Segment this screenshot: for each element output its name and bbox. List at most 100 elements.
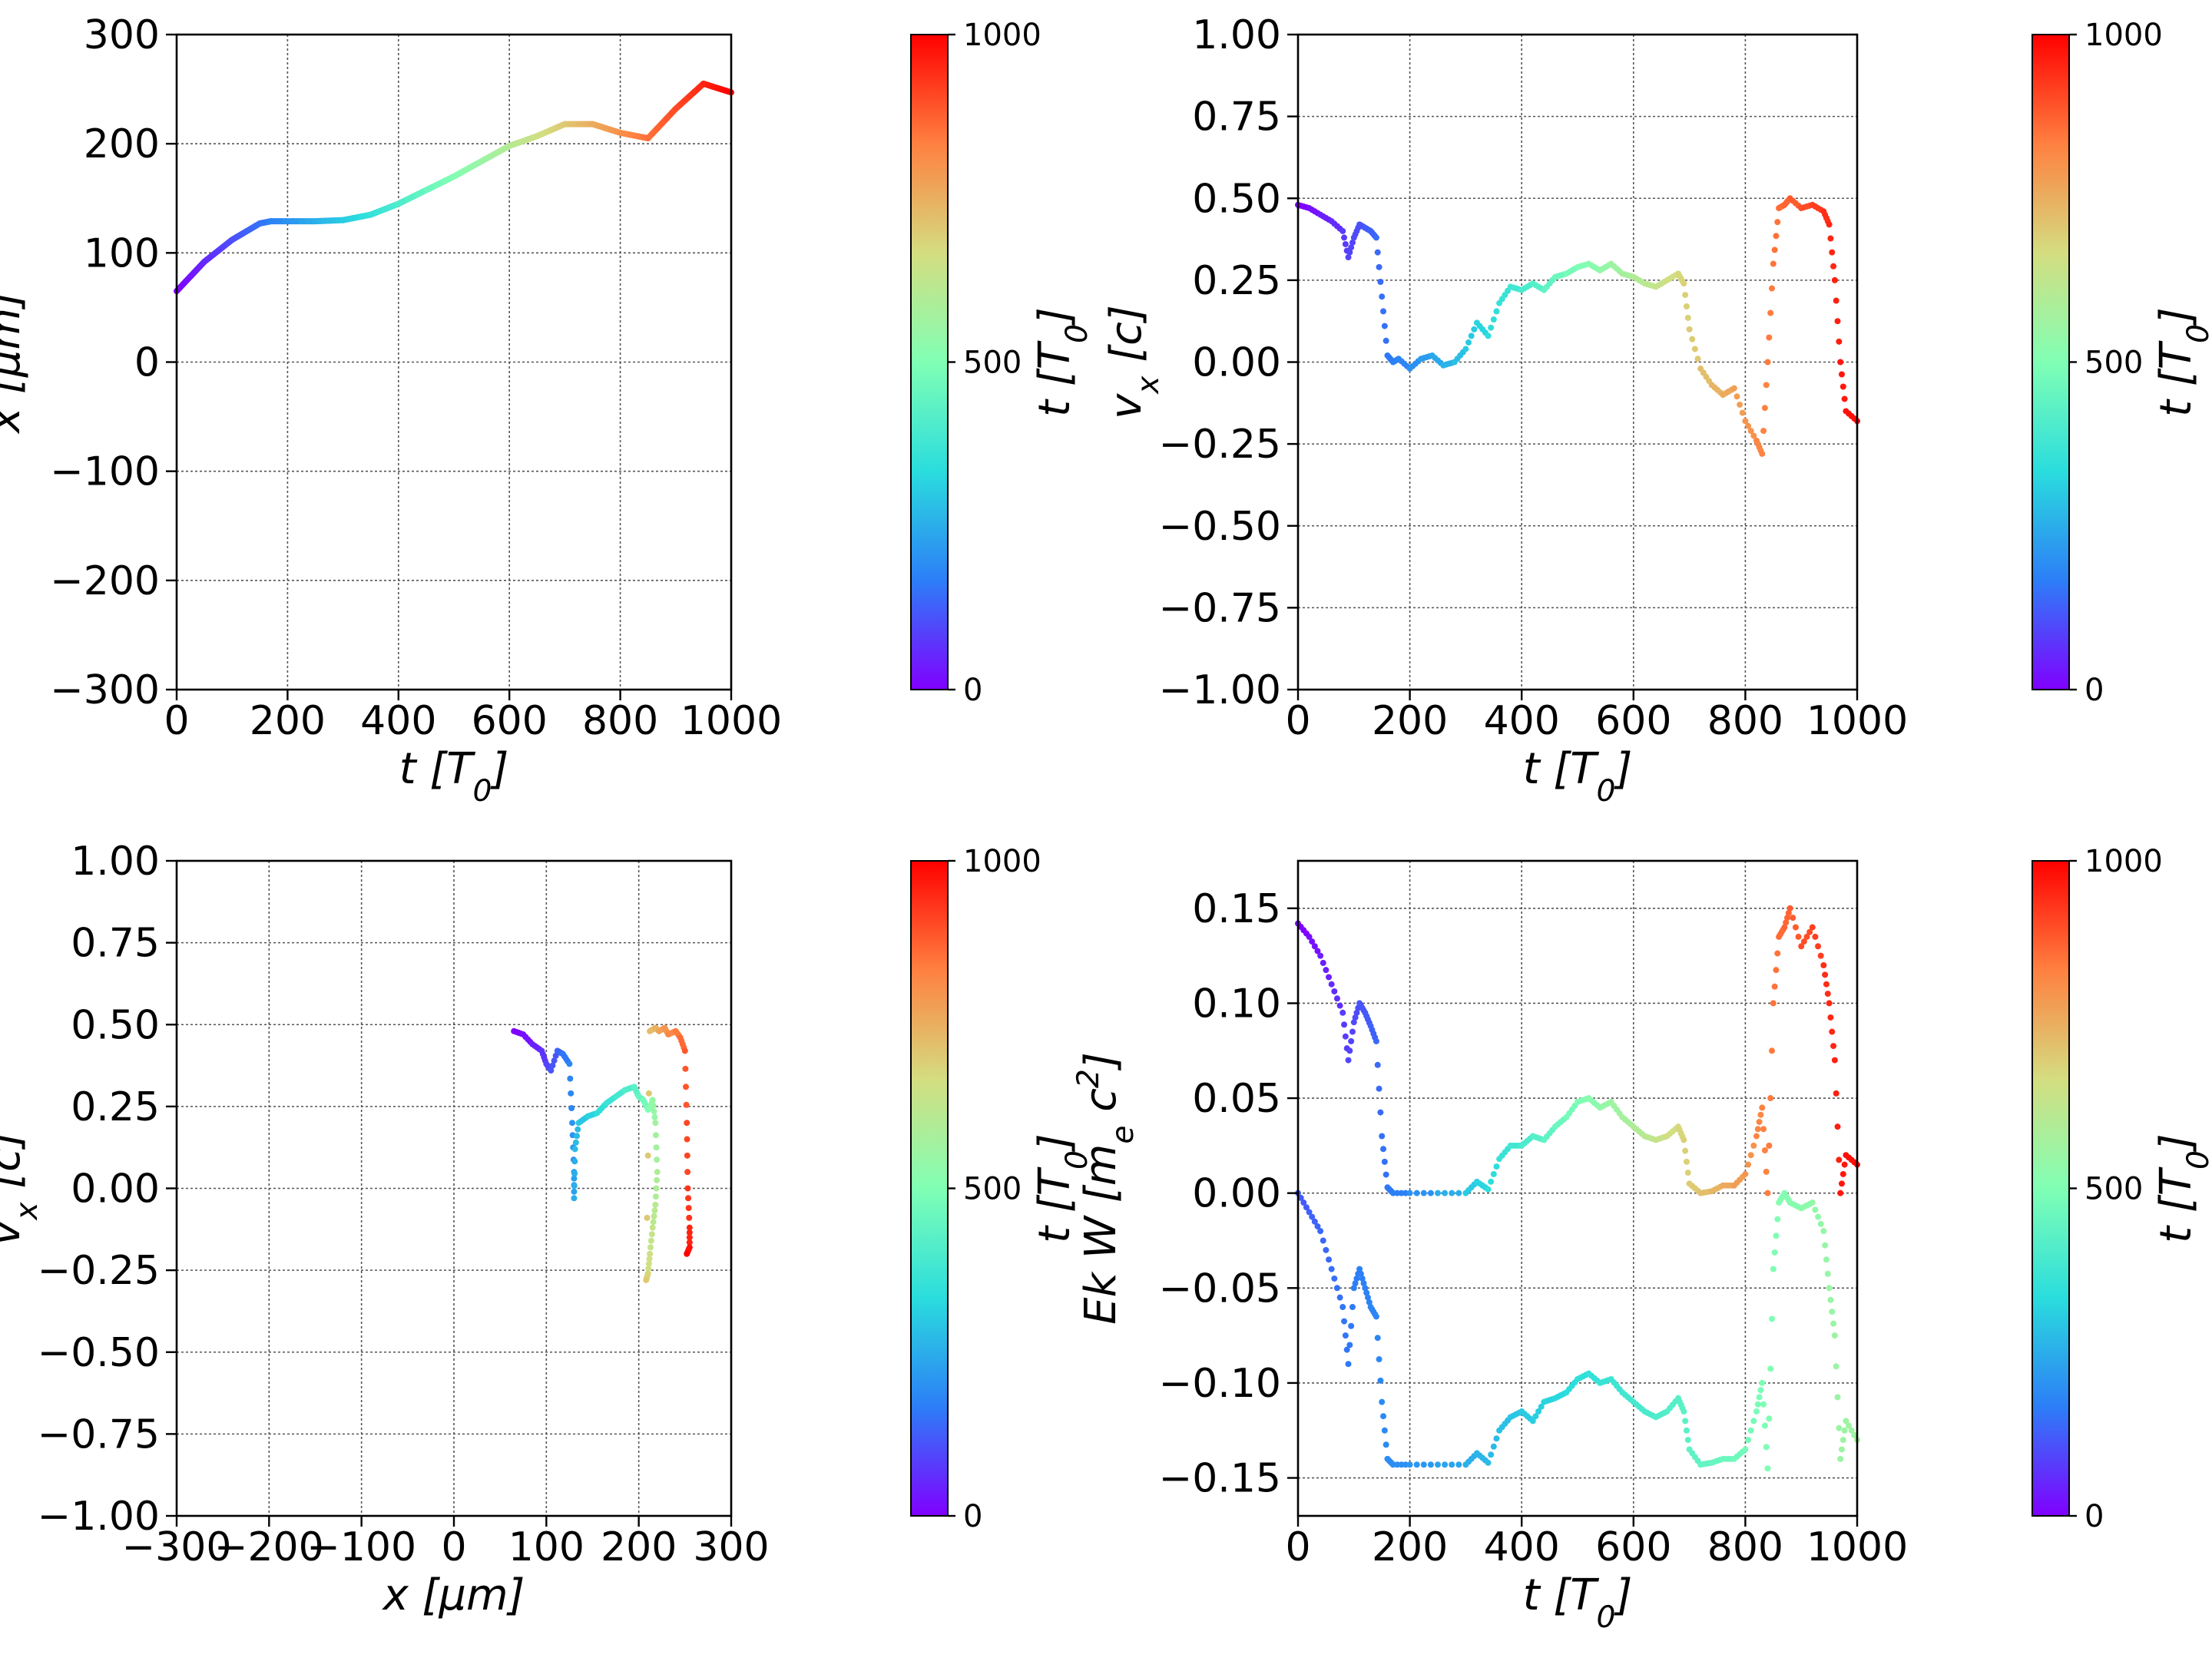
data-point [1756,1118,1763,1125]
data-point [1413,1461,1420,1468]
x-tick-label: 200 [250,698,326,744]
colorbar-label: t [T0​] [1030,1133,1094,1243]
data-point [1348,1322,1355,1329]
y-tick-label: 0.00 [1192,340,1281,386]
axes-frame [1296,859,1859,1517]
colorbar-tick-label: 0 [963,1499,982,1534]
data-point [1341,1318,1348,1325]
y-tick-label: 0.50 [71,1002,160,1048]
data-point [1759,1104,1766,1111]
data-point [684,1136,690,1143]
data-point [1834,318,1841,325]
data-point [571,1158,578,1165]
data-point [1839,383,1846,390]
x-tick-label: 1000 [1806,698,1908,744]
data-point [1760,1126,1767,1133]
data-point [1353,1275,1360,1282]
data-point [1373,234,1379,241]
colorbar-label: t [T0​] [2151,307,2212,417]
data-point [1346,1047,1353,1054]
data-point [1348,244,1355,251]
data-point [1745,1161,1752,1168]
data-point [1348,1037,1355,1044]
data-point [1767,309,1774,316]
y-tick-label: −200 [50,558,160,604]
data-point [1689,336,1696,342]
x-tick-label: 0 [441,1524,466,1570]
data-point [1771,983,1778,990]
data-point [686,1234,693,1241]
data-point [1377,1109,1384,1116]
data-point [1753,1408,1760,1415]
data-point [1379,1133,1386,1140]
data-point [1809,1199,1816,1206]
y-axis-label: Ek W [me​ c2​] [1071,1052,1141,1325]
data-point [1442,1190,1449,1196]
y-tick-label: 0.25 [71,1084,160,1130]
data-point [1493,308,1500,315]
data-point [1760,1401,1767,1408]
data-point [1326,974,1333,981]
data-point [1815,943,1822,950]
data-point [1323,1246,1330,1253]
data-point [1435,1190,1441,1196]
data-point [1681,280,1687,287]
data-point [1420,1190,1427,1196]
data-point [1812,1206,1819,1213]
data-point [1838,1446,1845,1453]
data-point [645,1260,652,1267]
y-tick-label: 0.50 [1192,176,1281,222]
data-point [1380,308,1387,315]
data-point [1490,316,1497,323]
data-point [571,1183,578,1190]
data-point [1841,395,1848,402]
data-point [1357,1270,1364,1277]
data-point [1833,1090,1839,1097]
data-point [1488,1178,1495,1185]
series-0 [1295,195,1860,457]
colorbar: 0 500 1000 t [T0​] [2032,844,2212,1534]
data-point [1379,1398,1386,1405]
y-tick-label: −300 [50,667,160,713]
data-point [1379,293,1386,300]
data-point [1747,1152,1754,1159]
colorbar-gradient [910,34,949,690]
data-point [1806,928,1813,935]
data-point [1823,981,1830,988]
data-point [1771,1249,1778,1256]
data-point [568,1105,575,1112]
data-point [1365,1294,1371,1301]
data-point [1380,1413,1387,1420]
data-point [650,1219,657,1226]
panel-vx-vs-t: 0 200 400 600 800 1000 −1.00 −0.75 −0.50 −0.25 0.0… [1101,12,2212,809]
data-point [685,1205,692,1212]
data-point [654,1169,661,1176]
data-point [1333,1285,1340,1292]
y-tick-label: −0.25 [1159,422,1281,468]
data-point [1774,950,1781,957]
data-point [650,1102,657,1109]
data-point [571,1175,578,1182]
data-point [1734,393,1740,400]
panel-x-vs-t: 0 200 400 600 800 1000 −300 −200 −100 0 100 200 300 t… [0,12,1094,809]
x-tick-label: 100 [508,1524,584,1570]
data-point [1768,1047,1775,1054]
panel-vx-vs-x: −300−200−100 0 100 200 300 −1.00 −0.75 −0.50 −0.… [0,839,1094,1620]
data-point [651,1213,657,1219]
data-point [1773,1233,1780,1239]
data-point [1488,1451,1495,1458]
data-point [1345,1057,1352,1064]
data-point [1538,1403,1545,1410]
data-point [1834,1394,1841,1401]
data-point [1356,1266,1363,1272]
y-tick-label: 0 [134,340,160,386]
data-point [569,1120,576,1127]
data-point [571,1146,578,1153]
data-point [1331,1275,1338,1282]
data-point [1827,235,1834,242]
data-point [1841,1161,1848,1168]
data-point [1761,1422,1768,1429]
x-tick-label: −200 [214,1524,324,1570]
data-point [1792,924,1799,931]
data-point [1753,1133,1760,1140]
